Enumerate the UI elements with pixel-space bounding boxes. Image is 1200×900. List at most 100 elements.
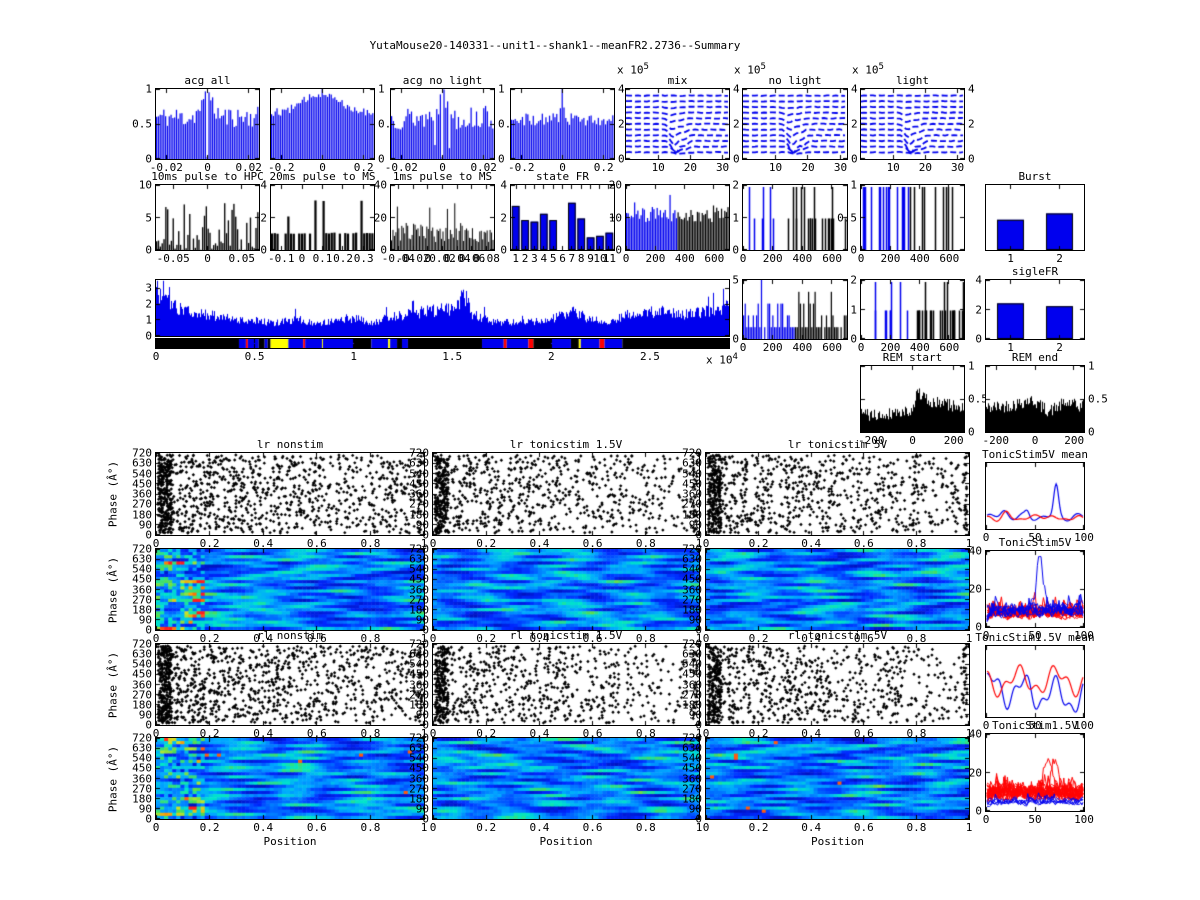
y-tick-label: 0 <box>975 332 982 346</box>
x-tick-label: 0.2 <box>748 821 769 834</box>
position-axis-label: Position <box>539 835 593 848</box>
y-tick-label: 0 <box>615 243 622 257</box>
x-tick-label: 2 <box>1056 252 1063 265</box>
panel-title-rem-end: REM end <box>1011 351 1059 364</box>
y-tick-label: 0 <box>695 623 702 637</box>
x-tick-label: -0.2 <box>508 161 535 174</box>
y-tick-label: 0 <box>145 623 152 637</box>
x-tick-label: 0.4 <box>529 632 550 645</box>
x-tick-label: 0.4 <box>253 821 274 834</box>
y-tick-label: 360 <box>409 487 429 501</box>
x-tick-label: 0 <box>909 434 916 447</box>
panel-fr-hist-mix-plot <box>626 185 729 250</box>
y-tick-label: 4 <box>851 82 858 96</box>
x-tick-label: 0.05 <box>228 252 256 265</box>
x-tick-label: 20 <box>918 161 932 174</box>
y-tick-label: 270 <box>132 688 152 702</box>
panel-waveform-light <box>860 88 965 160</box>
panel-tonicstim1p5v <box>985 733 1085 812</box>
axis-exponent-label: x 105 <box>734 62 766 77</box>
x-tick-label: 0.8 <box>906 821 927 834</box>
panel-waveform-light-plot <box>861 89 964 159</box>
y-tick-label: 4 <box>975 273 982 287</box>
x-tick-label: -200 <box>858 434 885 447</box>
panel-burst <box>985 184 1085 251</box>
y-tick-label: 2 <box>618 117 625 131</box>
panel-waveform-mix-plot <box>626 89 729 159</box>
y-tick-label: 1 <box>968 359 975 373</box>
x-tick-label: 0.8 <box>906 727 927 740</box>
panel-tonicstim5v-mean-plot <box>986 463 1084 529</box>
panel-acg-no-light-wide <box>510 88 615 160</box>
x-tick-label: 0 <box>429 632 437 645</box>
y-tick-label: 270 <box>409 593 429 607</box>
x-tick-label: 0.2 <box>476 727 497 740</box>
x-tick-label: 0 <box>982 531 990 544</box>
y-tick-label: 540 <box>682 657 702 671</box>
x-tick-label: 0.4 <box>801 727 822 740</box>
panel-title-acg-no-light: acg no light <box>402 74 483 87</box>
x-tick-label: 30 <box>950 161 965 174</box>
y-tick-label: 90 <box>688 518 702 532</box>
y-tick-label: 5 <box>145 211 152 224</box>
panel-pulse-ms-1ms <box>390 184 495 251</box>
x-tick-label: 200 <box>1064 434 1085 447</box>
x-tick-label: 30 <box>715 161 730 174</box>
y-tick-label: 360 <box>132 678 152 691</box>
y-tick-label: 360 <box>682 487 702 501</box>
x-tick-label: 200 <box>943 434 964 447</box>
y-tick-label: 0 <box>145 812 152 826</box>
x-tick-label: 20 <box>801 161 815 174</box>
y-tick-label: 450 <box>132 761 152 775</box>
y-tick-label: 0.5 <box>132 117 152 131</box>
panel-title-raster-lr-tonicstim-1p5v: lr tonicstim 1.5V <box>509 438 623 451</box>
x-tick-label: 0 <box>739 341 747 354</box>
panel-raster-rl-tonicstim-1p5v-plot <box>433 644 699 725</box>
y-tick-label: 90 <box>688 613 702 627</box>
x-tick-label: 0.8 <box>360 632 381 645</box>
panel-title-rem-start: REM start <box>882 351 943 364</box>
panel-stim-events-1-plot <box>743 185 847 250</box>
y-tick-label: 720 <box>132 542 152 556</box>
y-tick-label: 0.5 <box>837 211 857 224</box>
x-tick-label: 400 <box>909 341 930 354</box>
y-tick-label: 360 <box>409 772 429 785</box>
x-tick-label: 0 <box>152 632 160 645</box>
y-tick-label: 10 <box>138 178 152 192</box>
x-tick-label: 5 <box>549 252 557 265</box>
y-tick-label: 180 <box>409 698 429 712</box>
x-tick-label: 8 <box>577 252 585 265</box>
x-tick-label: 10 <box>651 161 665 174</box>
x-tick-label: 0.2 <box>353 161 374 174</box>
y-tick-label: 1 <box>1088 359 1095 373</box>
x-tick-label: 600 <box>822 341 843 354</box>
panel-burst-plot <box>986 185 1084 250</box>
x-tick-label: 0 <box>559 161 566 174</box>
x-tick-label: 0 <box>152 537 160 550</box>
panel-acg-no-light-plot <box>391 89 494 159</box>
x-tick-label: 0.6 <box>582 727 603 740</box>
panel-tonicstim5v <box>985 550 1085 628</box>
x-tick-label: 0 <box>204 252 211 265</box>
y-tick-label: 360 <box>682 583 702 596</box>
x-tick-label: 0 <box>424 252 432 265</box>
x-tick-label: 9 <box>587 252 594 265</box>
x-tick-label: 1 <box>695 537 703 550</box>
x-tick-label: 50 <box>1028 629 1042 642</box>
x-tick-label: 0 <box>298 252 306 265</box>
y-tick-label: 450 <box>409 667 429 681</box>
x-tick-label: 0.4 <box>801 537 822 550</box>
y-tick-label: 0.5 <box>968 392 988 406</box>
phase-axis-label: Phase (Â°) <box>106 460 120 528</box>
y-tick-label: 0 <box>850 332 857 346</box>
y-tick-label: 0 <box>422 528 429 542</box>
y-tick-label: 720 <box>682 446 702 460</box>
panel-title-acg-all: acg all <box>184 74 231 87</box>
y-tick-label: 360 <box>132 487 152 501</box>
panel-pulse-hpc-10ms <box>155 184 260 251</box>
y-tick-label: 270 <box>132 782 152 796</box>
panel-heatmap-rl-tonicstim-1p5v-plot <box>433 738 699 819</box>
y-tick-label: 630 <box>409 456 429 470</box>
y-tick-label: 270 <box>132 497 152 511</box>
y-tick-label: 630 <box>409 647 429 661</box>
